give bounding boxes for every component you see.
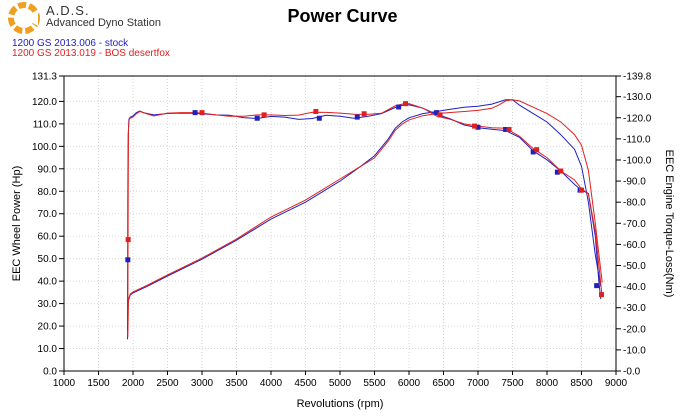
y-right-tick-label: -40.0 (623, 282, 646, 293)
series-1-marker (125, 257, 131, 263)
x-tick-label: 7500 (501, 378, 524, 389)
legend-entry-series-1: 1200 GS 2013.006 - stock (12, 38, 129, 49)
x-tick-label: 6000 (398, 378, 421, 389)
y-left-tick-label: 0.0 (43, 367, 57, 378)
x-tick-label: 5000 (329, 378, 352, 389)
series-1-marker (530, 149, 536, 155)
y-right-tick-label: -139.8 (623, 72, 652, 83)
series-2-torque-line (127, 99, 603, 338)
y-right-tick-label: -90.0 (623, 177, 646, 188)
grid-lines (63, 75, 617, 372)
series-2-marker (403, 101, 409, 107)
x-tick-label: 9000 (605, 378, 628, 389)
y-right-tick-label: -130.0 (623, 92, 652, 103)
series-2-marker (599, 292, 605, 298)
x-tick-label: 5500 (363, 378, 386, 389)
x-axis-title: Revolutions (rpm) (297, 398, 384, 410)
x-tick-label: 8000 (536, 378, 559, 389)
series-1-power-line (127, 104, 602, 331)
series-1-marker (192, 110, 198, 116)
y-left-tick-label: 30.0 (38, 299, 58, 310)
series-2-marker (437, 112, 443, 118)
series-2-marker (506, 126, 512, 132)
y-right-tick-label: -60.0 (623, 240, 646, 251)
series-1-marker (475, 124, 481, 130)
series-2-marker (261, 112, 267, 118)
x-tick-label: 1000 (53, 378, 76, 389)
series-1-marker (503, 126, 509, 132)
y-right-tick-label: -20.0 (623, 324, 646, 335)
brand-subtitle: Advanced Dyno Station (46, 17, 161, 29)
y-left-tick-label: 20.0 (38, 322, 58, 333)
series-1-marker (434, 110, 440, 116)
series-2-marker (558, 168, 564, 174)
x-tick-label: 2000 (122, 378, 145, 389)
y-left-tick-label: 110.0 (33, 119, 58, 130)
series-1-marker (554, 169, 560, 175)
x-tick-label: 2500 (156, 378, 179, 389)
y-left-tick-label: 131.3 (32, 72, 57, 83)
series-1-marker (316, 115, 322, 121)
y-left-tick-label: 70.0 (38, 209, 58, 220)
y-left-tick-label: 60.0 (38, 232, 58, 243)
x-tick-label: 4000 (260, 378, 283, 389)
series-1-marker (354, 114, 360, 120)
x-tick-label: 3500 (225, 378, 248, 389)
x-tick-label: 7000 (467, 378, 490, 389)
y-left-tick-label: 10.0 (38, 344, 58, 355)
series-1-marker (396, 104, 402, 110)
y-left-tick-label: 40.0 (38, 277, 58, 288)
ads-gear-logo-icon (8, 2, 40, 34)
series-1-marker (594, 283, 600, 289)
y-right-tick-label: -80.0 (623, 198, 646, 209)
series-2-marker (125, 237, 131, 243)
brand-name: A.D.S. (46, 3, 90, 18)
y-left-tick-label: 120.0 (32, 97, 57, 108)
series-lines (127, 99, 603, 340)
x-tick-label: 4500 (294, 378, 317, 389)
series-2-power-line (127, 103, 603, 327)
series-1-marker (254, 115, 260, 121)
y-axis-left-title: EEC Wheel Power (Hp) (11, 166, 23, 282)
y-left-tick-label: 100.0 (32, 142, 57, 153)
plot-frame (63, 75, 617, 372)
y-right-tick-label: -70.0 (623, 219, 646, 230)
chart-title: Power Curve (287, 6, 398, 26)
x-tick-label: 1500 (87, 378, 110, 389)
y-right-tick-label: -100.0 (623, 155, 652, 166)
y-right-tick-label: -30.0 (623, 303, 646, 314)
series-2-marker (472, 123, 478, 129)
series-markers (125, 101, 605, 298)
y-right-tick-label: -110.0 (623, 134, 651, 145)
series-2-marker (579, 187, 584, 193)
x-tick-label: 8500 (570, 378, 593, 389)
axes: 1000 1500 2000 2500 3000 3500 4000 4500 5000 5500… (32, 72, 652, 390)
y-right-tick-label: -10.0 (623, 345, 646, 356)
y-left-tick-label: 90.0 (38, 164, 58, 175)
series-2-marker (313, 108, 319, 114)
y-right-tick-label: -50.0 (623, 261, 646, 272)
y-right-tick-label: -120.0 (623, 113, 652, 124)
y-axis-right-title: EEC Engine Torque-Loss(Nm) (663, 150, 675, 298)
series-2-marker (199, 110, 205, 116)
y-right-tick-label: -0.0 (623, 367, 641, 378)
x-tick-label: 3000 (191, 378, 214, 389)
x-tick-label: 6500 (432, 378, 455, 389)
series-2-marker (361, 111, 367, 117)
series-2-marker (534, 147, 540, 153)
y-left-tick-label: 50.0 (38, 254, 58, 265)
legend-entry-series-2: 1200 GS 2013.019 - BOS desertfox (12, 48, 170, 59)
series-1-torque-line (127, 99, 602, 340)
y-left-tick-label: 80.0 (38, 187, 58, 198)
